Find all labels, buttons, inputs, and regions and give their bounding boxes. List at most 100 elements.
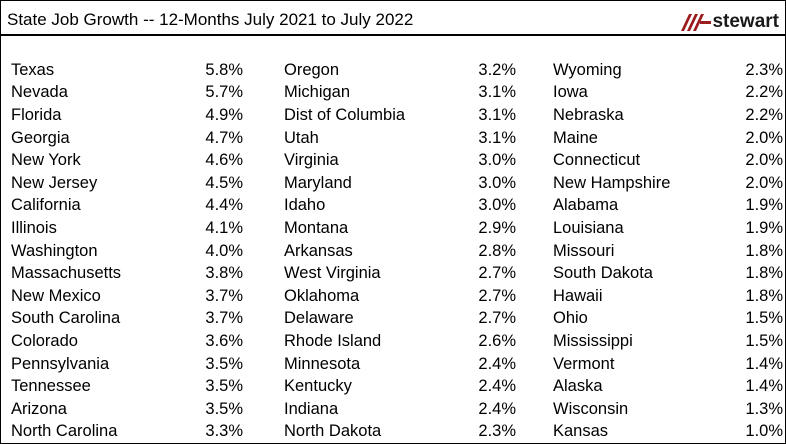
growth-percent: 1.8%: [745, 241, 783, 260]
state-name: North Dakota: [284, 422, 382, 441]
state-name: Kansas: [553, 422, 609, 441]
state-row: Virginia 3.0%: [284, 149, 516, 172]
state-name: Wisconsin: [553, 399, 629, 418]
state-name: Michigan: [284, 83, 351, 102]
growth-percent: 3.3%: [205, 422, 243, 441]
state-name: Idaho: [284, 196, 326, 215]
state-name: North Carolina: [11, 422, 118, 441]
state-row: Oregon 3.2%: [284, 59, 516, 82]
growth-percent: 3.1%: [478, 128, 516, 147]
state-name: Oklahoma: [284, 286, 360, 305]
growth-percent: 2.3%: [745, 60, 783, 79]
state-row: Arkansas 2.8%: [284, 240, 516, 263]
growth-percent: 2.6%: [478, 331, 516, 350]
state-row: Pennsylvania 3.5%: [11, 353, 243, 376]
growth-percent: 5.8%: [205, 60, 243, 79]
state-name: Delaware: [284, 309, 354, 328]
state-row: Rhode Island 2.6%: [284, 330, 516, 353]
state-name: Texas: [11, 60, 55, 79]
state-name: Indiana: [284, 399, 339, 418]
state-name: New Hampshire: [553, 173, 671, 192]
state-name: Wyoming: [553, 60, 622, 79]
state-name: Florida: [11, 105, 62, 124]
state-name: California: [11, 196, 81, 215]
growth-percent: 2.0%: [745, 173, 783, 192]
growth-percent: 1.5%: [745, 331, 783, 350]
column-1: Texas 5.8% Nevada 5.7% Florida 4.9% Georgia 4.7…: [11, 59, 243, 443]
state-row: Florida 4.9%: [11, 104, 243, 127]
state-name: New Jersey: [11, 173, 98, 192]
state-row: Indiana 2.4%: [284, 398, 516, 421]
state-row: Wyoming 2.3%: [553, 59, 783, 82]
state-name: West Virginia: [284, 264, 381, 283]
growth-percent: 2.0%: [745, 151, 783, 170]
growth-percent: 4.1%: [205, 218, 243, 237]
state-name: Oregon: [284, 60, 340, 79]
growth-percent: 2.4%: [478, 377, 516, 396]
state-row: Illinois 4.1%: [11, 217, 243, 240]
state-name: South Dakota: [553, 264, 653, 283]
logo-text: stewart: [712, 11, 779, 32]
state-row: Kansas 1.0%: [553, 421, 783, 444]
state-row: Ohio 1.5%: [553, 308, 783, 331]
state-name: Rhode Island: [284, 331, 382, 350]
state-row: South Carolina 3.7%: [11, 308, 243, 331]
growth-percent: 3.6%: [205, 331, 243, 350]
state-name: Maine: [553, 128, 598, 147]
state-row: New Jersey 4.5%: [11, 172, 243, 195]
state-row: New Mexico 3.7%: [11, 285, 243, 308]
state-row: Georgia 4.7%: [11, 127, 243, 150]
state-name: Minnesota: [284, 354, 361, 373]
state-name: Virginia: [284, 151, 339, 170]
growth-percent: 3.1%: [478, 105, 516, 124]
growth-percent: 1.5%: [745, 309, 783, 328]
state-row: Hawaii 1.8%: [553, 285, 783, 308]
state-row: Texas 5.8%: [11, 59, 243, 82]
state-name: South Carolina: [11, 309, 121, 328]
growth-percent: 3.0%: [478, 151, 516, 170]
state-name: Colorado: [11, 331, 78, 350]
state-name: Georgia: [11, 128, 70, 147]
state-row: Oklahoma 2.7%: [284, 285, 516, 308]
state-name: Hawaii: [553, 286, 603, 305]
state-row: North Carolina 3.3%: [11, 421, 243, 444]
state-name: Alaska: [553, 377, 603, 396]
growth-percent: 1.8%: [745, 286, 783, 305]
growth-percent: 2.7%: [478, 286, 516, 305]
state-name: New York: [11, 151, 81, 170]
growth-percent: 4.5%: [205, 173, 243, 192]
growth-percent: 3.8%: [205, 264, 243, 283]
state-row: Montana 2.9%: [284, 217, 516, 240]
growth-percent: 4.0%: [205, 241, 243, 260]
state-name: Illinois: [11, 218, 57, 237]
state-name: Vermont: [553, 354, 615, 373]
state-name: Ohio: [553, 309, 588, 328]
state-name: Louisiana: [553, 218, 624, 237]
growth-percent: 3.5%: [205, 354, 243, 373]
state-row: Mississippi 1.5%: [553, 330, 783, 353]
growth-percent: 3.0%: [478, 196, 516, 215]
state-row: Colorado 3.6%: [11, 330, 243, 353]
state-row: New York 4.6%: [11, 149, 243, 172]
state-name: Connecticut: [553, 151, 641, 170]
growth-percent: 3.5%: [205, 377, 243, 396]
state-name: Utah: [284, 128, 319, 147]
state-row: Maine 2.0%: [553, 127, 783, 150]
state-row: Alaska 1.4%: [553, 375, 783, 398]
growth-percent: 4.7%: [205, 128, 243, 147]
state-row: Connecticut 2.0%: [553, 149, 783, 172]
growth-percent: 3.7%: [205, 286, 243, 305]
state-row: Michigan 3.1%: [284, 82, 516, 105]
growth-percent: 3.7%: [205, 309, 243, 328]
growth-percent: 3.0%: [478, 173, 516, 192]
state-name: Washington: [11, 241, 98, 260]
state-row: Idaho 3.0%: [284, 195, 516, 218]
state-row: Arizona 3.5%: [11, 398, 243, 421]
state-name: Massachusetts: [11, 264, 122, 283]
state-row: Wisconsin 1.3%: [553, 398, 783, 421]
state-row: Utah 3.1%: [284, 127, 516, 150]
state-name: Alabama: [553, 196, 619, 215]
state-name: Iowa: [553, 83, 588, 102]
stewart-logo-icon: [681, 14, 712, 31]
growth-percent: 2.2%: [745, 105, 783, 124]
